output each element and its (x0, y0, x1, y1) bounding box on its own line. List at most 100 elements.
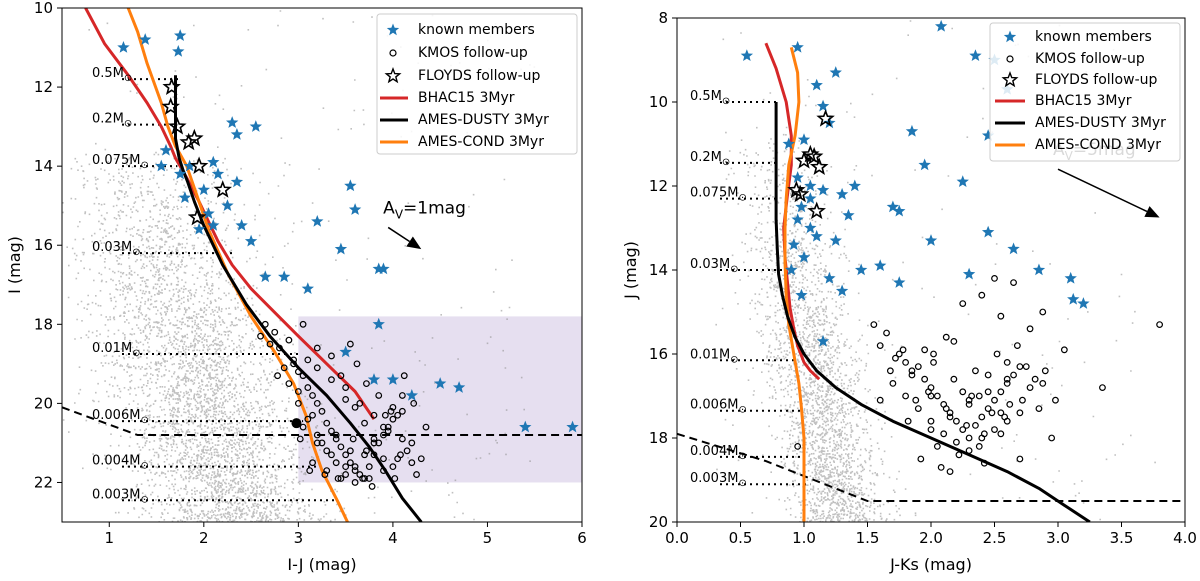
mass-limit-label: 0.004M⊙ (690, 444, 747, 462)
y-tick-label: 14 (649, 261, 668, 279)
known-member-point (886, 200, 900, 213)
legend-kmos-symbol (389, 49, 397, 57)
kmos-point (306, 467, 314, 475)
known-member-point (1064, 271, 1077, 284)
known-member-point (301, 282, 314, 294)
kmos-point (408, 439, 416, 447)
kmos-point (959, 300, 967, 308)
right-field-population (715, 20, 1160, 522)
kmos-point (927, 417, 935, 425)
kmos-point (946, 409, 954, 417)
left-completeness-line (62, 406, 582, 437)
known-member-point (804, 221, 817, 234)
known-member-point (235, 218, 248, 231)
known-member-point (207, 218, 220, 231)
right-legend-bhac15: BHAC15 3Myr (1035, 93, 1132, 109)
kmos-point (946, 468, 954, 476)
kmos-point (375, 392, 383, 399)
left-y-axis-label: I (mag) (5, 236, 24, 294)
known-member-point (795, 200, 808, 213)
left-axes-frame (61, 7, 583, 523)
right-legend-symbols (995, 30, 1025, 147)
solar-symbol: ⊙ (140, 494, 148, 505)
y-tick-label: 8 (658, 9, 668, 27)
extinction-arrow-head (406, 236, 422, 250)
known-member-point (211, 167, 225, 180)
right-legend-known-members: known members (1035, 29, 1152, 45)
kmos-point (271, 328, 279, 336)
kmos-point (959, 426, 967, 434)
solar-symbol: ⊙ (738, 478, 746, 489)
known-member-point (139, 33, 152, 45)
kmos-point (933, 443, 941, 450)
y-tick-label: 18 (649, 429, 668, 447)
left-known-members (117, 29, 579, 433)
x-tick-label: 4.0 (1173, 529, 1197, 547)
kmos-point (978, 291, 986, 299)
kmos-point (290, 356, 298, 364)
ames-dusty-track (774, 102, 1091, 522)
kmos-point (370, 411, 378, 419)
extinction-label: AV=1mag (383, 198, 466, 221)
known-member-point (835, 284, 849, 297)
known-member-point (207, 155, 220, 168)
kmos-point (323, 467, 331, 475)
kmos-point (309, 459, 316, 467)
kmos-point (1039, 380, 1047, 387)
kmos-point (410, 399, 418, 407)
known-member-point (452, 381, 466, 393)
kmos-point (384, 423, 392, 431)
known-member-point (566, 420, 579, 433)
known-member-point (816, 99, 830, 112)
y-tick-label: 16 (649, 345, 668, 363)
known-member-point (848, 179, 861, 192)
kmos-point (870, 321, 878, 329)
kmos-point (304, 415, 312, 423)
known-member-point (782, 137, 795, 150)
right-legend-floyds: FLOYDS follow-up (1035, 72, 1157, 88)
kmos-point (299, 320, 307, 328)
mass-limit-label: 0.2M⊙ (92, 112, 132, 130)
kmos-point (997, 430, 1005, 438)
mass-limit-label: 0.003M⊙ (690, 471, 747, 489)
kmos-point (346, 447, 354, 455)
kmos-point (389, 415, 397, 423)
kmos-point (361, 451, 368, 459)
floyds-point (213, 180, 232, 198)
kmos-point (988, 409, 996, 417)
kmos-point (346, 459, 354, 467)
y-tick-label: 10 (649, 93, 668, 111)
known-member-point (377, 262, 390, 275)
kmos-point (984, 405, 992, 413)
filled-marker-point (291, 418, 302, 429)
mass-limit-label: 0.006M⊙ (690, 398, 747, 416)
kmos-point (1016, 363, 1024, 371)
kmos-point (940, 430, 948, 438)
known-member-point (202, 207, 215, 219)
kmos-point (1156, 321, 1163, 329)
right-y-axis-label: J (mag) (621, 241, 640, 300)
kmos-point (323, 419, 331, 427)
kmos-point (1016, 409, 1024, 417)
kmos-point (384, 427, 392, 435)
kmos-point (353, 360, 361, 368)
known-member-point (259, 270, 272, 283)
left-isochrones (84, 8, 423, 522)
kmos-point (917, 455, 925, 463)
legend-floyds-symbol (1001, 71, 1019, 88)
mass-limit-label: 0.006M⊙ (92, 408, 149, 426)
kmos-point (975, 392, 983, 400)
right-legend-dusty: AMES-DUSTY 3Myr (1035, 115, 1166, 131)
kmos-point (304, 384, 312, 391)
kmos-point (313, 364, 321, 372)
kmos-point (997, 409, 1005, 417)
kmos-point (285, 380, 293, 388)
mass-limit-label: 0.075M⊙ (92, 153, 149, 171)
right-legend: known members KMOS follow-up FLOYDS foll… (989, 22, 1181, 162)
y-tick-label: 18 (34, 315, 53, 333)
solar-symbol: ⊙ (132, 348, 140, 359)
kmos-point (359, 475, 367, 482)
kmos-point (1035, 405, 1043, 413)
kmos-point (337, 372, 345, 380)
